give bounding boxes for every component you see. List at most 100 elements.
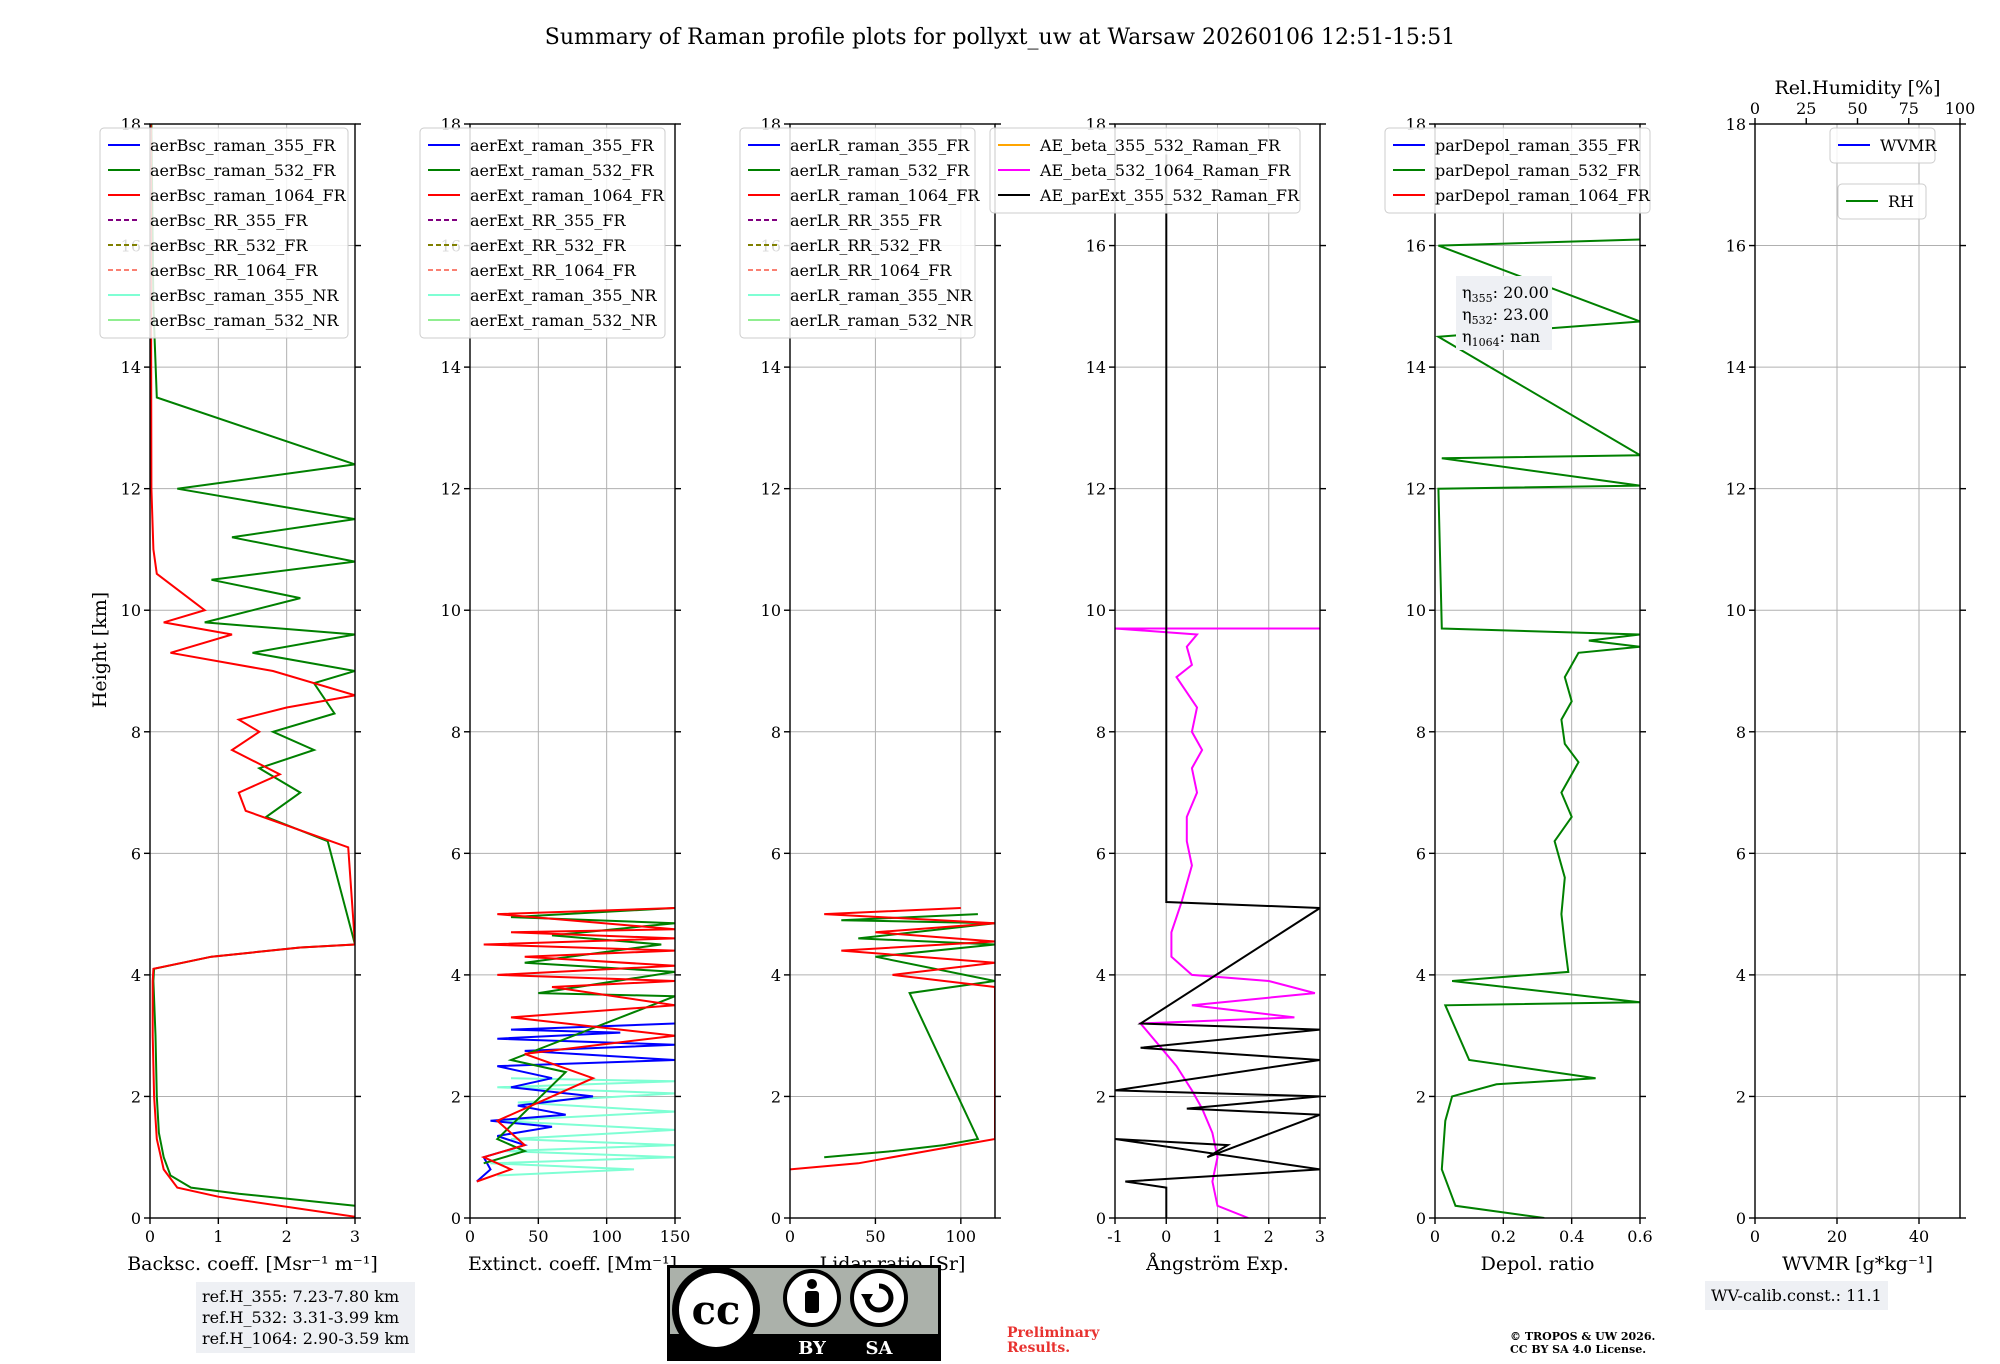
ytick-label-wv-2: 4 xyxy=(1736,966,1746,985)
copyright-line-2: CC BY SA 4.0 License. xyxy=(1510,1343,1647,1356)
legend-box-bsc xyxy=(99,127,349,339)
ytick-label-bsc-7: 14 xyxy=(121,358,141,377)
ytick-label-ae-2: 4 xyxy=(1096,966,1106,985)
axes-frame-lr xyxy=(789,123,996,1219)
legend-box-ext xyxy=(419,127,666,339)
xtick-label-bsc-3: 3 xyxy=(350,1227,360,1246)
badge-sa-label: SA xyxy=(866,1338,894,1359)
ytick-label-wv-6: 12 xyxy=(1726,480,1746,499)
legend-label-depol-2: parDepol_raman_1064_FR xyxy=(1435,186,1651,205)
legend-label-bsc-6: aerBsc_raman_355_NR xyxy=(150,286,339,305)
axes-frame-bsc xyxy=(149,123,356,1219)
xtick-label-lr-2: 100 xyxy=(946,1227,977,1246)
ytick-label-depol-3: 6 xyxy=(1416,844,1426,863)
legend-label-wv-2-0: RH xyxy=(1888,192,1914,211)
legend-label-lr-2: aerLR_raman_1064_FR xyxy=(790,186,980,205)
xtick-label-ae-1: 0 xyxy=(1161,1227,1171,1246)
ref-height-355: ref.H_355: 7.23-7.80 km xyxy=(202,1287,400,1306)
series-aerExt_raman_532_FR xyxy=(483,907,675,1165)
ytick-label-bsc-1: 2 xyxy=(131,1087,141,1106)
xtick-label-ext-1: 50 xyxy=(528,1227,548,1246)
copyright-line-1: © TROPOS & UW 2026. xyxy=(1510,1330,1656,1343)
ytick-label-bsc-6: 12 xyxy=(121,480,141,499)
ytick-label-ae-7: 14 xyxy=(1086,358,1106,377)
legend-label-depol-0: parDepol_raman_355_FR xyxy=(1435,136,1641,155)
sa-icon xyxy=(850,1269,908,1327)
ytick-label-ae-4: 8 xyxy=(1096,723,1106,742)
preliminary-line-2: Results. xyxy=(1007,1340,1071,1356)
svg-text:cc: cc xyxy=(692,1287,741,1334)
series-aerLR_raman_1064_FR xyxy=(790,907,995,1171)
xtick-label-ae-2: 1 xyxy=(1212,1227,1222,1246)
ytick-label-lr-6: 12 xyxy=(761,480,781,499)
xtick-label-ae-3: 2 xyxy=(1264,1227,1274,1246)
top-axis-label: Rel.Humidity [%] xyxy=(1774,77,1940,99)
preliminary-note: Preliminary Results. xyxy=(1007,1326,1099,1356)
legend-label-bsc-0: aerBsc_raman_355_FR xyxy=(150,136,336,155)
legend-box-wv-1 xyxy=(1829,127,1936,164)
xtick-label-ae-0: -1 xyxy=(1107,1227,1123,1246)
ytick-label-depol-2: 4 xyxy=(1416,966,1426,985)
xtick-label-depol-2: 0.4 xyxy=(1559,1227,1584,1246)
ytick-label-ext-5: 10 xyxy=(441,601,461,620)
ytick-label-wv-3: 6 xyxy=(1736,844,1746,863)
wv-calib-box: WV-calib.const.: 11.1 xyxy=(1705,1281,1888,1310)
xtick-label-ext-0: 0 xyxy=(465,1227,475,1246)
xtick-label-depol-3: 0.6 xyxy=(1627,1227,1652,1246)
xtick-label-depol-1: 0.2 xyxy=(1491,1227,1516,1246)
legend-label-lr-4: aerLR_RR_532_FR xyxy=(790,236,942,255)
legend-label-lr-3: aerLR_RR_355_FR xyxy=(790,211,942,230)
top-tick-label-2: 50 xyxy=(1847,99,1867,118)
xtick-label-wv-1: 20 xyxy=(1827,1227,1847,1246)
eta-line-2: η1064: nan xyxy=(1462,327,1540,349)
legend-box-depol xyxy=(1384,127,1651,214)
eta-symbol-1: η xyxy=(1462,305,1472,324)
ytick-label-ext-2: 4 xyxy=(451,966,461,985)
series-AE_parExt_355_532_Raman_FR xyxy=(1115,154,1320,1218)
ytick-label-lr-2: 4 xyxy=(771,966,781,985)
xtick-label-bsc-0: 0 xyxy=(145,1227,155,1246)
ytick-label-bsc-5: 10 xyxy=(121,601,141,620)
xtick-label-bsc-2: 2 xyxy=(282,1227,292,1246)
eta-symbol-2: η xyxy=(1462,327,1472,346)
legend-label-ext-4: aerExt_RR_532_FR xyxy=(470,236,627,255)
ytick-label-wv-9: 18 xyxy=(1726,115,1746,134)
series-aerExt_raman_1064_FR xyxy=(476,907,675,1183)
panel-ext: 024681012141618050100150Extinct. coeff. … xyxy=(419,115,690,1275)
ytick-label-bsc-4: 8 xyxy=(131,723,141,742)
x-axis-label-depol: Depol. ratio xyxy=(1481,1253,1595,1275)
ytick-label-ext-4: 8 xyxy=(451,723,461,742)
xtick-label-wv-0: 0 xyxy=(1750,1227,1760,1246)
ytick-label-wv-1: 2 xyxy=(1736,1087,1746,1106)
eta-sub-1: 532 xyxy=(1472,314,1493,327)
ytick-label-ext-6: 12 xyxy=(441,480,461,499)
ytick-label-ae-5: 10 xyxy=(1086,601,1106,620)
legend-box-wv-2 xyxy=(1837,183,1927,220)
legend-label-bsc-3: aerBsc_RR_355_FR xyxy=(150,211,308,230)
legend-label-wv-1-0: WVMR xyxy=(1880,136,1937,155)
legend-label-lr-7: aerLR_raman_532_NR xyxy=(790,311,973,330)
badge-by-label: BY xyxy=(798,1338,827,1359)
legend-label-lr-5: aerLR_RR_1064_FR xyxy=(790,261,952,280)
eta-value-2: : nan xyxy=(1500,327,1541,346)
x-axis-label-ext: Extinct. coeff. [Mm⁻¹] xyxy=(468,1253,677,1275)
ytick-label-ae-6: 12 xyxy=(1086,480,1106,499)
ytick-label-depol-7: 14 xyxy=(1406,358,1426,377)
eta-value-0: : 20.00 xyxy=(1493,283,1549,302)
y-axis-label: Height [km] xyxy=(89,592,111,708)
legend-label-ae-1: AE_beta_532_1064_Raman_FR xyxy=(1039,161,1291,180)
ytick-label-ae-1: 2 xyxy=(1096,1087,1106,1106)
eta-box xyxy=(1456,276,1552,350)
series-parDepol_raman_532_FR xyxy=(1435,238,1640,1218)
legend-label-bsc-4: aerBsc_RR_532_FR xyxy=(150,236,308,255)
xtick-label-bsc-1: 1 xyxy=(213,1227,223,1246)
xtick-label-ext-2: 100 xyxy=(591,1227,622,1246)
eta-value-1: : 23.00 xyxy=(1493,305,1549,324)
x-axis-label-ae: Ångström Exp. xyxy=(1145,1253,1289,1275)
legend-label-ext-5: aerExt_RR_1064_FR xyxy=(470,261,637,280)
ytick-label-depol-8: 16 xyxy=(1406,237,1426,256)
ref-heights-box: ref.H_355: 7.23-7.80 km ref.H_532: 3.31-… xyxy=(196,1282,416,1353)
ref-height-1064: ref.H_1064: 2.90-3.59 km xyxy=(202,1329,410,1348)
